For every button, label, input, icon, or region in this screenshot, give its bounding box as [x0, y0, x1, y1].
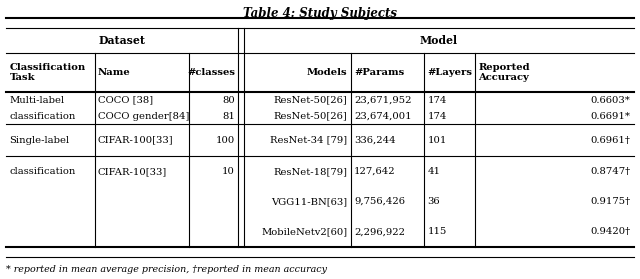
Text: classification: classification	[10, 167, 76, 176]
Text: ResNet-34 [79]: ResNet-34 [79]	[270, 136, 348, 145]
Text: 100: 100	[216, 136, 235, 145]
Text: 115: 115	[428, 227, 447, 236]
Text: Models: Models	[307, 68, 348, 77]
Text: 80: 80	[222, 96, 235, 105]
Text: 0.9175†: 0.9175†	[590, 197, 630, 206]
Text: Reported
Accuracy: Reported Accuracy	[478, 63, 530, 82]
Text: 10: 10	[222, 167, 235, 176]
Text: ResNet-18[79]: ResNet-18[79]	[273, 167, 348, 176]
Text: CIFAR-10[33]: CIFAR-10[33]	[98, 167, 167, 176]
Text: MobileNetv2[60]: MobileNetv2[60]	[261, 227, 348, 236]
Text: Dataset: Dataset	[99, 35, 146, 46]
Text: VGG11-BN[63]: VGG11-BN[63]	[271, 197, 348, 206]
Text: 0.6691*: 0.6691*	[590, 112, 630, 121]
Text: COCO gender[84]: COCO gender[84]	[98, 112, 189, 121]
Text: 0.6961†: 0.6961†	[591, 136, 630, 145]
Text: 36: 36	[428, 197, 440, 206]
Text: 23,674,001: 23,674,001	[354, 112, 412, 121]
Text: CIFAR-100[33]: CIFAR-100[33]	[98, 136, 173, 145]
Text: 23,671,952: 23,671,952	[354, 96, 412, 105]
Text: Single-label: Single-label	[10, 136, 70, 145]
Text: #Layers: #Layers	[428, 68, 472, 77]
Text: 336,244: 336,244	[354, 136, 396, 145]
Text: * reported in mean average precision, †reported in mean accuracy: * reported in mean average precision, †r…	[6, 265, 328, 274]
Text: Table 4: Study Subjects: Table 4: Study Subjects	[243, 7, 397, 20]
Text: ResNet-50[26]: ResNet-50[26]	[274, 112, 348, 121]
Text: 127,642: 127,642	[354, 167, 396, 176]
Text: Model: Model	[420, 35, 458, 46]
Text: #Params: #Params	[354, 68, 404, 77]
Text: 101: 101	[428, 136, 447, 145]
Text: 0.6603*: 0.6603*	[591, 96, 630, 105]
Text: 174: 174	[428, 96, 447, 105]
Text: 174: 174	[428, 112, 447, 121]
Text: 0.8747†: 0.8747†	[590, 167, 630, 176]
Text: Name: Name	[98, 68, 131, 77]
Text: 9,756,426: 9,756,426	[354, 197, 405, 206]
Text: Classification
Task: Classification Task	[10, 63, 86, 82]
Text: #classes: #classes	[187, 68, 235, 77]
Text: 0.9420†: 0.9420†	[590, 227, 630, 236]
Text: classification: classification	[10, 112, 76, 121]
Text: 81: 81	[222, 112, 235, 121]
Text: Multi-label: Multi-label	[10, 96, 65, 105]
Text: ResNet-50[26]: ResNet-50[26]	[274, 96, 348, 105]
Text: COCO [38]: COCO [38]	[98, 96, 153, 105]
Text: 2,296,922: 2,296,922	[354, 227, 405, 236]
Text: 41: 41	[428, 167, 440, 176]
